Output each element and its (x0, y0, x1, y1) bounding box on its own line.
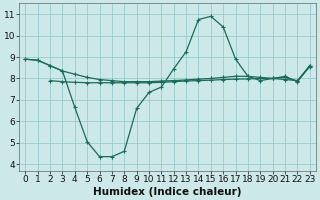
X-axis label: Humidex (Indice chaleur): Humidex (Indice chaleur) (93, 187, 242, 197)
